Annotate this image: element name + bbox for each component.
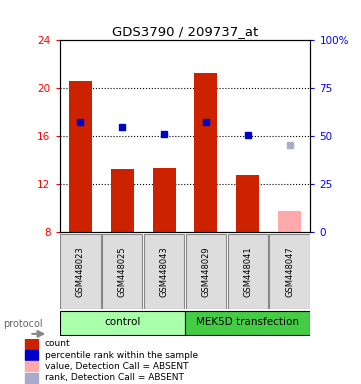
Bar bbox=[69, 81, 92, 232]
Bar bbox=[228, 234, 268, 309]
Bar bbox=[195, 73, 217, 232]
Text: GSM448023: GSM448023 bbox=[76, 246, 85, 297]
Text: protocol: protocol bbox=[4, 319, 43, 329]
Bar bbox=[25, 339, 38, 349]
Bar bbox=[144, 234, 184, 309]
Text: value, Detection Call = ABSENT: value, Detection Call = ABSENT bbox=[45, 362, 188, 371]
Bar bbox=[269, 234, 310, 309]
Bar bbox=[186, 234, 226, 309]
Text: control: control bbox=[104, 317, 140, 327]
Bar bbox=[60, 234, 101, 309]
Bar bbox=[186, 311, 310, 335]
Text: GSM448025: GSM448025 bbox=[118, 247, 127, 297]
Text: MEK5D transfection: MEK5D transfection bbox=[196, 317, 299, 327]
Text: GSM448043: GSM448043 bbox=[160, 246, 169, 297]
Bar bbox=[236, 175, 259, 232]
Title: GDS3790 / 209737_at: GDS3790 / 209737_at bbox=[112, 25, 258, 38]
Bar bbox=[153, 167, 175, 232]
Bar bbox=[102, 234, 142, 309]
Bar bbox=[25, 350, 38, 360]
Text: GSM448029: GSM448029 bbox=[201, 247, 210, 297]
Bar bbox=[60, 311, 184, 335]
Text: GSM448047: GSM448047 bbox=[285, 246, 294, 297]
Bar bbox=[111, 169, 134, 232]
Bar bbox=[25, 361, 38, 371]
Bar bbox=[278, 211, 301, 232]
Text: percentile rank within the sample: percentile rank within the sample bbox=[45, 351, 198, 359]
Text: count: count bbox=[45, 339, 70, 348]
Text: rank, Detection Call = ABSENT: rank, Detection Call = ABSENT bbox=[45, 373, 183, 382]
Text: GSM448041: GSM448041 bbox=[243, 247, 252, 297]
Bar bbox=[25, 372, 38, 382]
